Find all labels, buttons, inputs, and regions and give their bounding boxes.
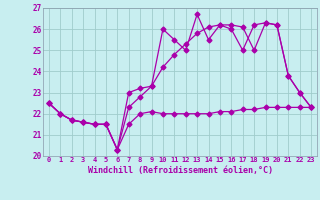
X-axis label: Windchill (Refroidissement éolien,°C): Windchill (Refroidissement éolien,°C) xyxy=(87,166,273,175)
